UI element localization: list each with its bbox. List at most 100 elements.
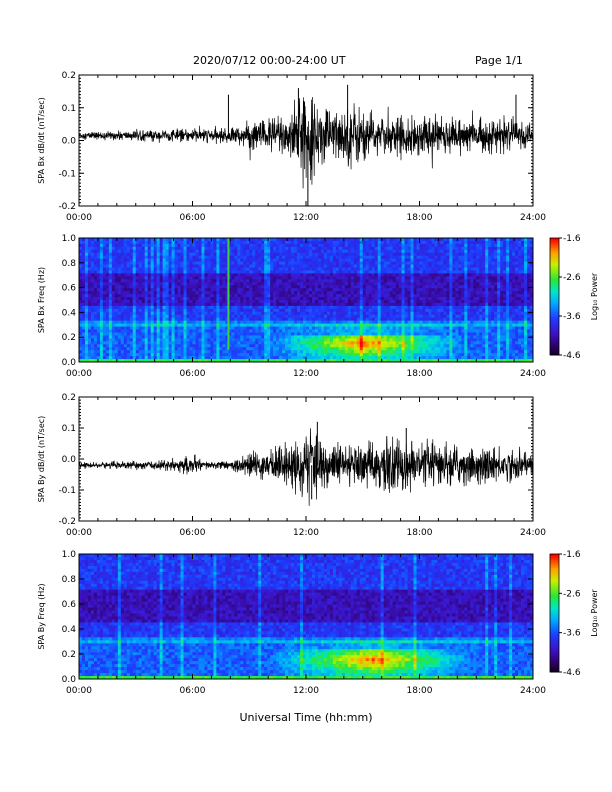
- spectrogram-cell: [407, 326, 411, 330]
- spectrogram-cell: [219, 302, 223, 307]
- spectrogram-cell: [234, 276, 238, 280]
- spectrogram-cell: [461, 270, 465, 274]
- spectrogram-cell: [506, 276, 510, 280]
- spectrogram-cell: [431, 249, 435, 254]
- spectrogram-cell: [237, 285, 241, 289]
- spectrogram-cell: [132, 249, 137, 254]
- spectrogram-cell: [461, 288, 465, 292]
- spectrogram-cell: [383, 291, 388, 295]
- spectrogram-cell: [362, 255, 367, 260]
- spectrogram-cell: [195, 267, 199, 271]
- spectrogram-cell: [84, 302, 89, 307]
- spectrogram-cell: [359, 305, 364, 310]
- spectrogram-cell: [506, 288, 510, 292]
- spectrogram-cell: [413, 329, 417, 333]
- spectrogram-cell: [306, 255, 310, 260]
- spectrogram-cell: [374, 249, 379, 254]
- spectrogram-cell: [183, 276, 187, 280]
- spectrogram-cell: [422, 311, 426, 316]
- spectrogram-cell: [341, 288, 346, 292]
- spectrogram-cell: [255, 317, 259, 322]
- spectrogram-cell: [446, 288, 450, 292]
- spectrogram-cell: [335, 276, 340, 280]
- spectrogram-cell: [294, 297, 298, 301]
- spectrogram-cell: [192, 238, 196, 242]
- spectrogram-cell: [294, 258, 298, 263]
- spectrogram-cell: [171, 297, 175, 301]
- spectrogram-cell: [225, 243, 229, 248]
- spectrogram-cell: [356, 302, 361, 307]
- spectrogram-cell: [123, 311, 128, 316]
- spectrogram-cell: [320, 297, 325, 301]
- spectrogram-cell: [237, 261, 241, 265]
- spectrogram-cell: [335, 326, 340, 330]
- spectrogram-cell: [491, 279, 495, 283]
- spectrogram-cell: [81, 308, 86, 313]
- spectrogram-cell: [476, 305, 480, 310]
- spectrogram-cell: [449, 288, 453, 292]
- spectrogram-cell: [234, 246, 238, 251]
- spectrogram-cell: [129, 270, 134, 274]
- spectrogram-cell: [180, 270, 184, 274]
- spectrogram-cell: [237, 279, 241, 283]
- spectrogram-cell: [258, 270, 262, 274]
- spectrogram-cell: [297, 294, 301, 298]
- spectrogram-cell: [437, 282, 441, 286]
- spectrogram-cell: [434, 249, 438, 254]
- spectrogram-cell: [485, 279, 489, 283]
- spectrogram-cell: [132, 267, 137, 271]
- spectrogram-cell: [380, 288, 385, 292]
- spectrogram-cell: [326, 238, 331, 242]
- spectrogram-cell: [183, 261, 187, 265]
- spectrogram-cell: [180, 282, 184, 286]
- spectrogram-cell: [300, 264, 304, 268]
- spectrogram-cell: [300, 326, 304, 330]
- spectrogram-cell: [386, 258, 391, 263]
- spectrogram-cell: [252, 300, 256, 304]
- spectrogram-cell: [368, 240, 373, 245]
- spectrogram-cell: [216, 294, 220, 298]
- spectrogram-cell: [446, 276, 450, 280]
- spectrogram-cell: [401, 267, 405, 271]
- spectrogram-cell: [443, 246, 447, 251]
- spectrogram-cell: [246, 326, 250, 330]
- spectrogram-cell: [491, 291, 495, 295]
- spectrogram-cell: [332, 276, 337, 280]
- spectrogram-cell: [506, 294, 510, 298]
- spectrogram-cell: [389, 276, 394, 280]
- spectrogram-cell: [126, 320, 131, 325]
- spectrogram-cell: [317, 329, 322, 333]
- spectrogram-cell: [392, 258, 397, 263]
- spectrogram-cell: [261, 317, 265, 322]
- spectrogram-cell: [509, 288, 513, 292]
- spectrogram-cell: [308, 249, 313, 254]
- spectrogram-cell: [467, 300, 471, 304]
- spectrogram-cell: [168, 258, 172, 263]
- spectrogram-cell: [207, 308, 211, 313]
- spectrogram-cell: [416, 311, 420, 316]
- spectrogram-cell: [485, 314, 489, 319]
- spectrogram-cell: [494, 291, 498, 295]
- spectrogram-cell: [353, 264, 358, 268]
- spectrogram-cell: [443, 326, 447, 330]
- spectrogram-cell: [524, 276, 528, 280]
- spectrogram-cell: [440, 294, 444, 298]
- spectrogram-cell: [353, 249, 358, 254]
- spectrogram-cell: [303, 285, 307, 289]
- spectrogram-cell: [308, 282, 313, 286]
- spectrogram-cell: [350, 294, 355, 298]
- spectrogram-cell: [434, 270, 438, 274]
- spectrogram-cell: [123, 305, 128, 310]
- spectrogram-cell: [291, 308, 295, 313]
- spectrogram-cell: [135, 270, 140, 274]
- spectrogram-cell: [518, 264, 522, 268]
- spectrogram-cell: [201, 243, 205, 248]
- spectrogram-cell: [392, 249, 397, 254]
- spectrogram-cell: [410, 314, 414, 319]
- spectrogram-cell: [455, 311, 459, 316]
- spectrogram-cell: [389, 267, 394, 271]
- spectrogram-cell: [105, 297, 110, 301]
- spectrogram-cell: [276, 326, 280, 330]
- spectrogram-cell: [249, 320, 253, 325]
- spectrogram-cell: [306, 261, 310, 265]
